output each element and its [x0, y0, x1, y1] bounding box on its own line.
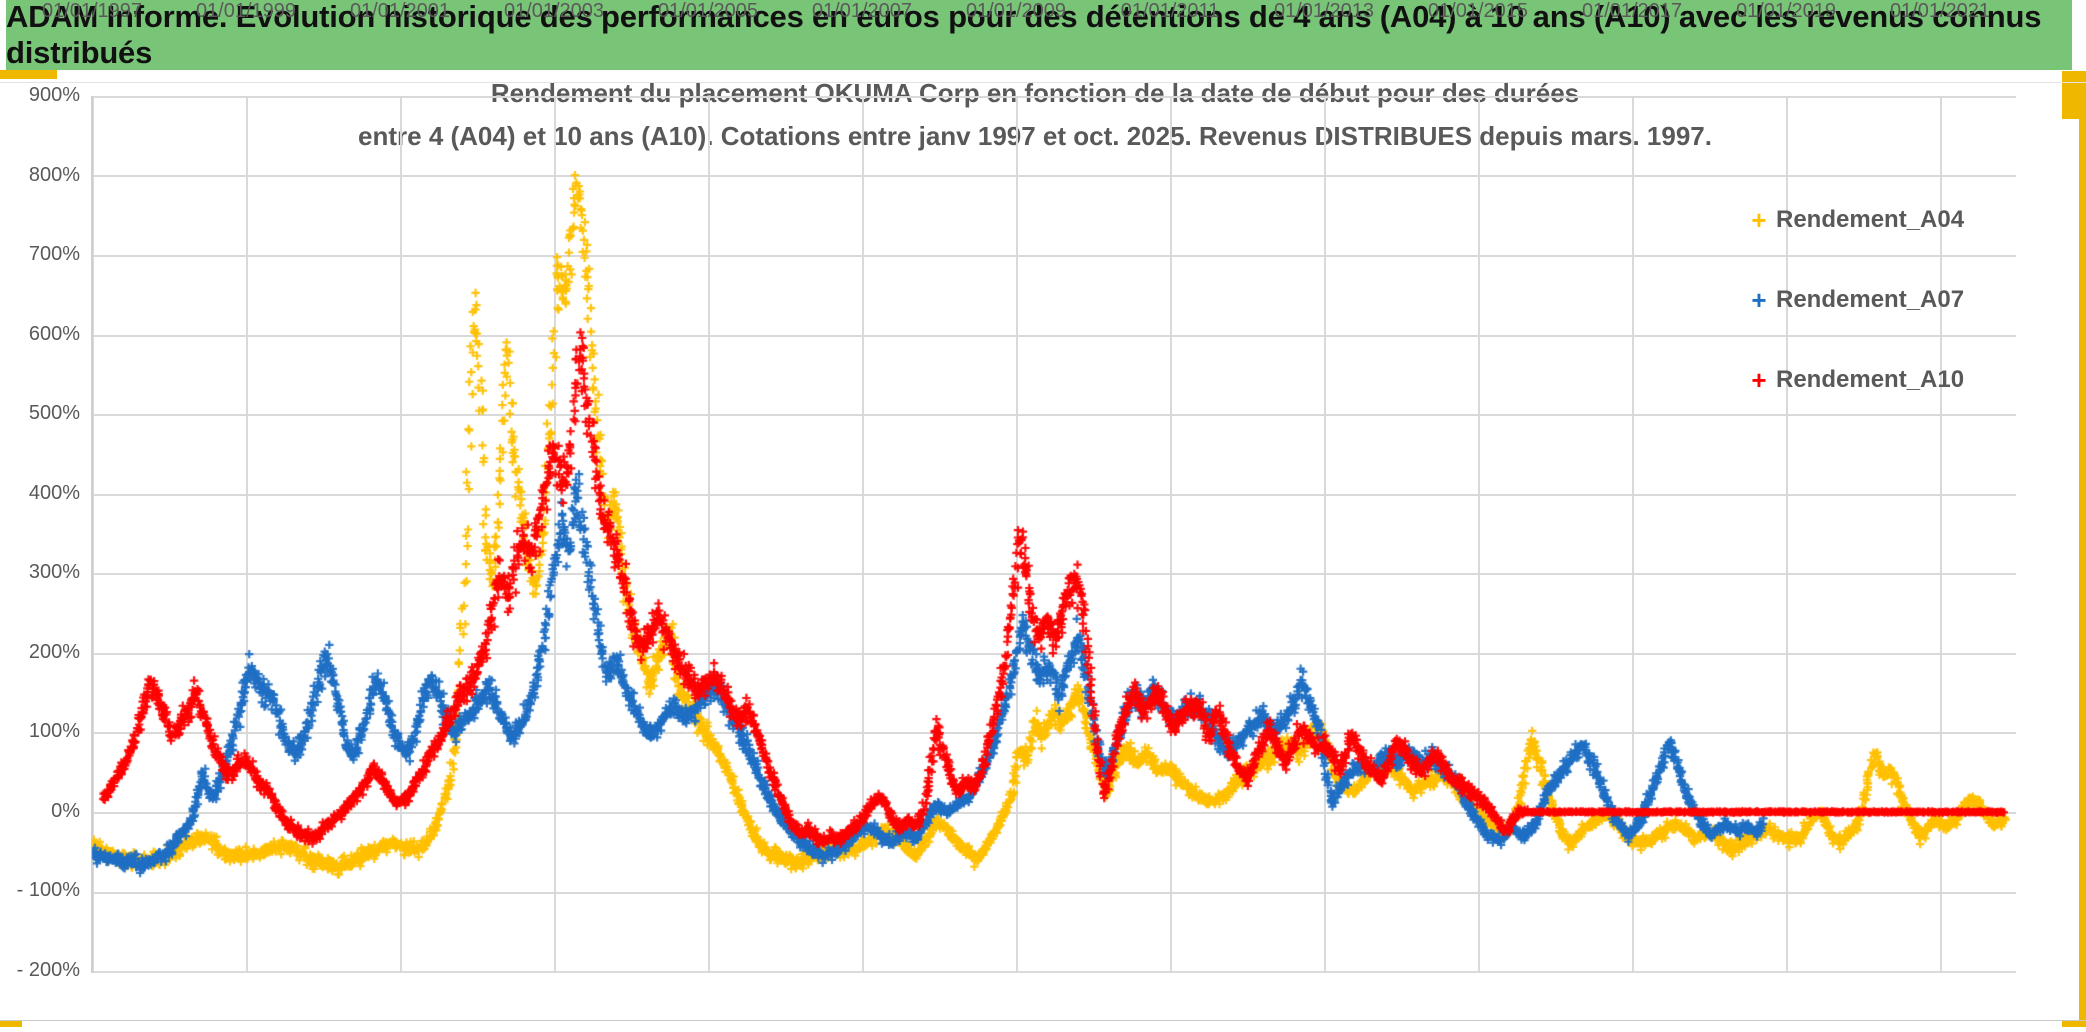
- y-tick-label: 300%: [28, 561, 80, 583]
- x-tick-label: 01/01/2021: [1889, 0, 1991, 22]
- plus-marker-icon: +: [1751, 285, 1767, 315]
- legend-item-rendement-a04[interactable]: + Rendement_A04: [1742, 206, 1964, 234]
- y-tick-label: - 200%: [16, 959, 80, 981]
- x-tick-label: 01/01/2003: [503, 0, 605, 22]
- plus-marker-icon: +: [1751, 365, 1767, 395]
- legend-label-a10: Rendement_A10: [1776, 366, 1965, 393]
- x-tick-label: 01/01/2011: [1120, 0, 1220, 22]
- x-tick-label: 01/01/2015: [1427, 0, 1529, 22]
- y-tick-label: 100%: [28, 720, 80, 742]
- y-tick-label: 500%: [28, 402, 80, 424]
- y-tick-label: 0%: [51, 800, 80, 822]
- plus-marker-icon: +: [1751, 205, 1767, 235]
- y-tick-label: 700%: [28, 243, 80, 265]
- x-tick-label: 01/01/2009: [965, 0, 1067, 22]
- x-tick-label: 01/01/2005: [657, 0, 759, 22]
- x-tick-label: 01/01/2019: [1735, 0, 1837, 22]
- x-tick-label: 01/01/1999: [195, 0, 297, 22]
- legend-item-rendement-a10[interactable]: + Rendement_A10: [1742, 366, 1964, 394]
- x-tick-label: 01/01/2013: [1273, 0, 1375, 22]
- y-tick-label: 600%: [28, 323, 80, 345]
- y-tick-label: 400%: [28, 482, 80, 504]
- y-tick-label: 800%: [28, 164, 80, 186]
- x-tick-label: 01/01/2007: [811, 0, 913, 22]
- legend-label-a04: Rendement_A04: [1776, 206, 1965, 233]
- y-tick-label: 200%: [28, 641, 80, 663]
- legend-item-rendement-a07[interactable]: + Rendement_A07: [1742, 286, 1964, 314]
- y-tick-label: - 100%: [16, 879, 80, 901]
- x-tick-label: 01/01/2001: [349, 0, 451, 22]
- x-tick-label: 01/01/2017: [1581, 0, 1683, 22]
- legend-label-a07: Rendement_A07: [1776, 286, 1965, 313]
- x-tick-label: 01/01/1997: [41, 0, 143, 22]
- y-tick-label: 900%: [28, 84, 80, 106]
